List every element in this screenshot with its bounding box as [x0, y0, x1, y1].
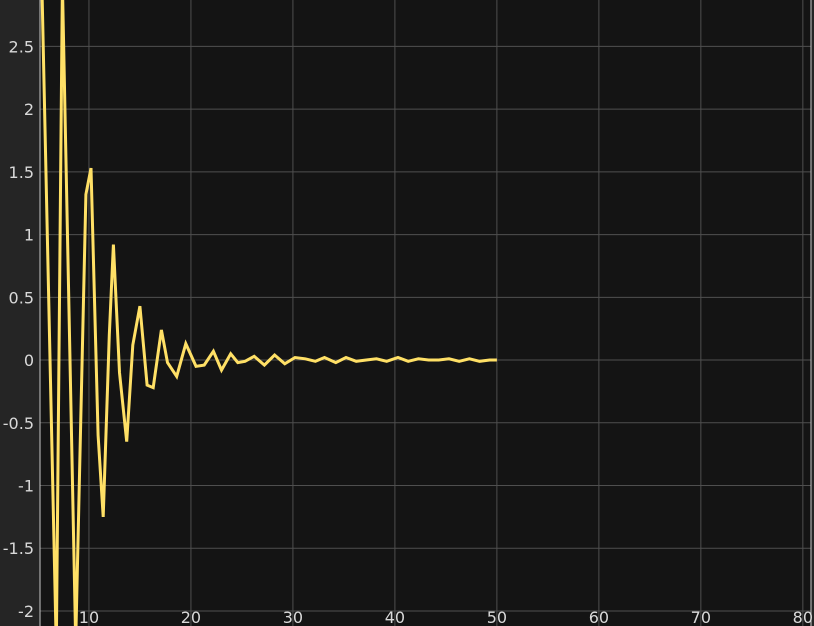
y-tick-label: 0: [24, 351, 34, 370]
x-tick-label: 70: [691, 608, 711, 626]
x-tick-label: 80: [793, 608, 813, 626]
y-tick-labels: 2.5 2 1.5 1 0.5 0 -0.5 -1 -1.5 -2: [3, 37, 34, 621]
y-tick-label: -1: [18, 476, 34, 495]
y-tick-label: 0.5: [9, 288, 34, 307]
x-tick-label: 20: [181, 608, 201, 626]
x-tick-label: 50: [487, 608, 507, 626]
x-tick-label: 60: [589, 608, 609, 626]
y-tick-label: 2: [24, 100, 34, 119]
y-tick-label: 2.5: [9, 37, 34, 56]
x-tick-label: 40: [385, 608, 405, 626]
y-tick-label: 1.5: [9, 163, 34, 182]
y-tick-label: -1.5: [3, 539, 34, 558]
y-tick-label: -0.5: [3, 414, 34, 433]
y-tick-label: 1: [24, 226, 34, 245]
signal-line[interactable]: [40, 0, 497, 626]
x-tick-label: 10: [79, 608, 99, 626]
plot-area-background[interactable]: [40, 0, 811, 626]
x-tick-label: 30: [283, 608, 303, 626]
x-tick-labels: 10 20 30 40 50 60 70 80: [79, 608, 813, 626]
series-layer: [40, 0, 497, 626]
y-tick-label: -2: [18, 602, 34, 621]
axes-border: [39, 0, 812, 626]
